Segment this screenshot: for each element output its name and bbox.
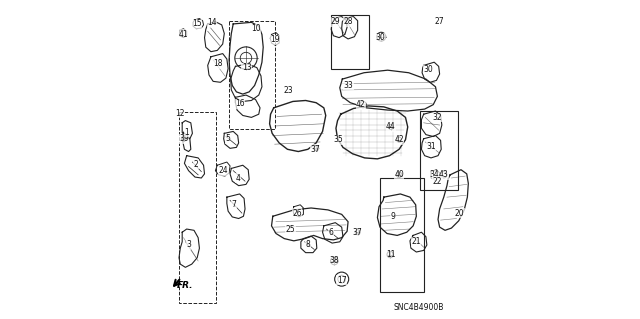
Text: FR.: FR. xyxy=(177,281,193,290)
Text: 40: 40 xyxy=(394,170,404,179)
Text: 3: 3 xyxy=(186,241,191,249)
Text: 30: 30 xyxy=(376,33,385,42)
Text: 39: 39 xyxy=(179,134,189,143)
Text: 30: 30 xyxy=(423,65,433,74)
Text: 37: 37 xyxy=(353,228,362,237)
Text: 23: 23 xyxy=(284,86,293,95)
Text: 19: 19 xyxy=(271,35,280,44)
Text: 2: 2 xyxy=(194,160,198,169)
Text: 32: 32 xyxy=(433,113,442,122)
Text: 41: 41 xyxy=(179,30,188,39)
Text: 35: 35 xyxy=(333,135,344,144)
Bar xyxy=(229,21,275,129)
Text: 26: 26 xyxy=(292,209,302,218)
Text: 29: 29 xyxy=(330,17,340,26)
Text: 11: 11 xyxy=(386,250,396,259)
Text: 25: 25 xyxy=(286,225,296,234)
Text: 44: 44 xyxy=(386,122,396,131)
Text: 24: 24 xyxy=(219,166,228,175)
Text: 18: 18 xyxy=(213,59,223,68)
Text: 9: 9 xyxy=(390,212,395,221)
Bar xyxy=(331,15,369,69)
Bar xyxy=(179,112,216,303)
Text: 17: 17 xyxy=(337,276,346,285)
Text: 31: 31 xyxy=(426,142,436,151)
Text: 6: 6 xyxy=(329,228,333,237)
Text: 8: 8 xyxy=(305,241,310,249)
Text: SNC4B4900B: SNC4B4900B xyxy=(394,303,444,312)
Bar xyxy=(420,111,458,190)
Text: 16: 16 xyxy=(236,99,245,108)
Text: 42: 42 xyxy=(356,100,365,109)
Text: 21: 21 xyxy=(412,237,421,246)
Text: 12: 12 xyxy=(175,109,184,118)
Text: 37: 37 xyxy=(310,145,320,154)
Text: 27: 27 xyxy=(435,17,444,26)
Text: 42: 42 xyxy=(394,135,404,144)
Text: 38: 38 xyxy=(330,256,339,265)
Text: 13: 13 xyxy=(242,63,252,72)
Text: 28: 28 xyxy=(343,17,353,26)
Text: 33: 33 xyxy=(344,81,353,90)
Text: 43: 43 xyxy=(439,170,449,179)
Bar xyxy=(380,178,424,292)
Text: 34: 34 xyxy=(429,170,439,179)
Text: 4: 4 xyxy=(236,174,241,182)
Text: 7: 7 xyxy=(232,200,236,209)
Text: 1: 1 xyxy=(184,128,189,137)
Text: 5: 5 xyxy=(225,134,230,143)
Text: 10: 10 xyxy=(251,24,260,33)
Text: 15: 15 xyxy=(193,19,202,28)
Text: 20: 20 xyxy=(455,209,465,218)
Text: 14: 14 xyxy=(207,19,217,27)
Text: 22: 22 xyxy=(433,177,442,186)
